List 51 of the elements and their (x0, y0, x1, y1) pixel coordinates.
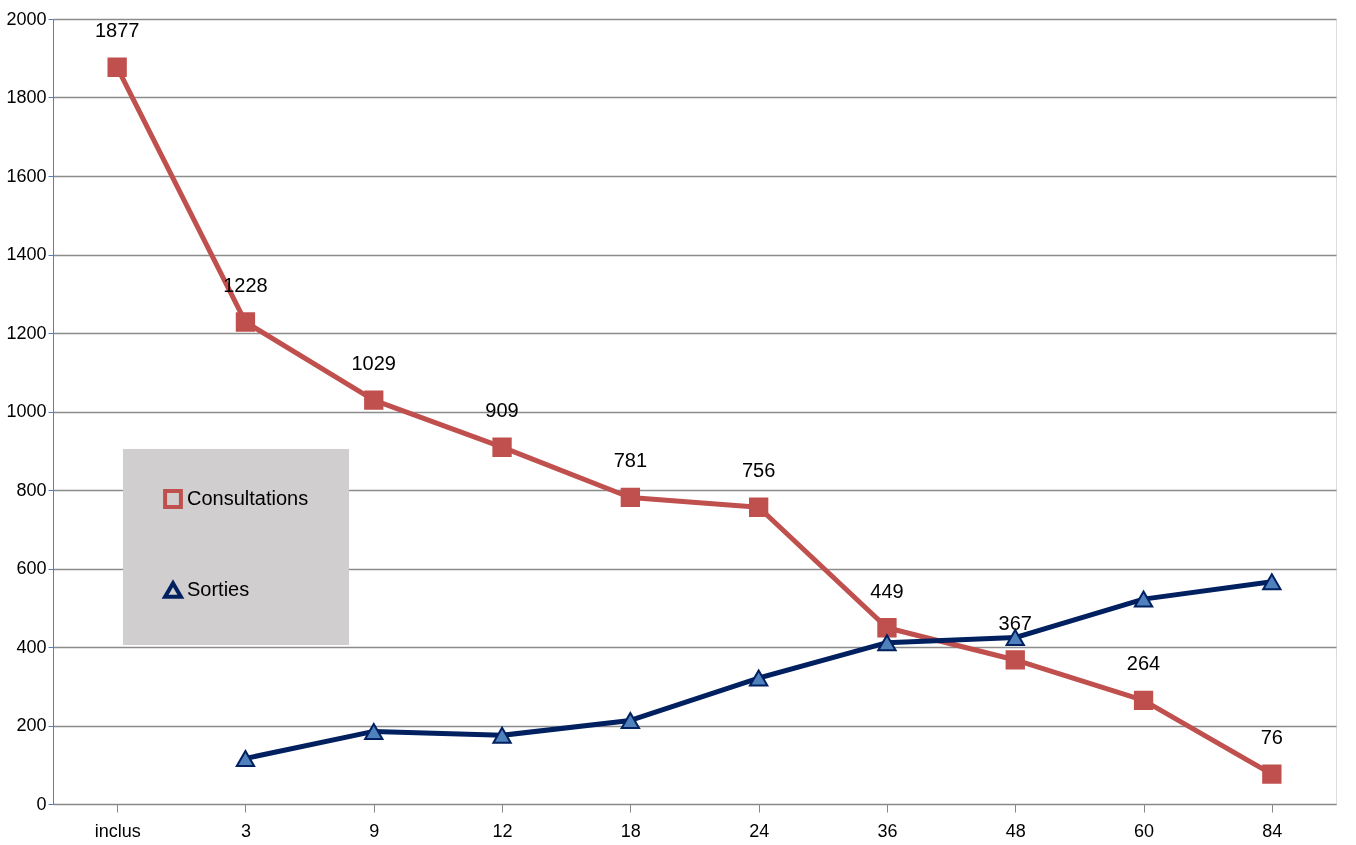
y-tick-label: 1800 (6, 87, 47, 107)
point (620, 487, 641, 508)
data-label: 1029 (351, 352, 396, 375)
legend-label: Consultations (187, 487, 309, 509)
x-tick-label: 60 (1134, 820, 1155, 841)
data-label: 756 (741, 459, 776, 482)
point (235, 749, 256, 767)
y-tick-label: 0 (36, 793, 47, 814)
point (1262, 573, 1282, 591)
legend-label: Sorties (187, 578, 250, 600)
point (1262, 764, 1282, 784)
y-tick-label: 2000 (6, 8, 47, 29)
y-tick-label: 600 (16, 558, 47, 578)
y-tick-label: 1000 (6, 401, 47, 421)
x-tick-label: 12 (492, 820, 513, 841)
point (748, 497, 769, 517)
data-label: 76 (1260, 726, 1283, 749)
data-label: 449 (870, 579, 904, 602)
point (364, 390, 384, 410)
point (364, 722, 384, 740)
x-tick-label: 24 (749, 820, 770, 841)
point (1005, 650, 1025, 670)
y-tick-label: 1200 (6, 322, 47, 343)
point (1133, 590, 1154, 608)
x-tick-label: 48 (1005, 820, 1026, 841)
y-tick-label: 200 (16, 715, 47, 735)
point (1133, 690, 1154, 711)
point (1005, 629, 1025, 647)
data-label: 264 (1126, 652, 1161, 675)
y-tick-label: 800 (16, 479, 47, 500)
data-label: 909 (485, 399, 519, 422)
x-tick-label: inclus (94, 820, 141, 841)
point (877, 634, 897, 652)
point (620, 711, 641, 729)
point (748, 669, 769, 687)
point (877, 618, 897, 638)
data-label: 781 (613, 449, 648, 472)
data-label: 1877 (94, 19, 140, 42)
y-tick-label: 400 (16, 636, 47, 657)
x-tick-label: 3 (240, 820, 251, 841)
x-tick-label: 18 (620, 820, 641, 841)
point (492, 437, 512, 457)
point (492, 726, 512, 744)
x-tick-label: 36 (877, 820, 898, 841)
point (235, 312, 256, 332)
x-tick-label: 84 (1262, 820, 1283, 841)
point (107, 57, 127, 77)
data-label: 367 (998, 611, 1032, 634)
y-tick-label: 1400 (6, 244, 47, 264)
y-tick-label: 1600 (6, 165, 47, 186)
x-tick-label: 9 (369, 820, 380, 841)
